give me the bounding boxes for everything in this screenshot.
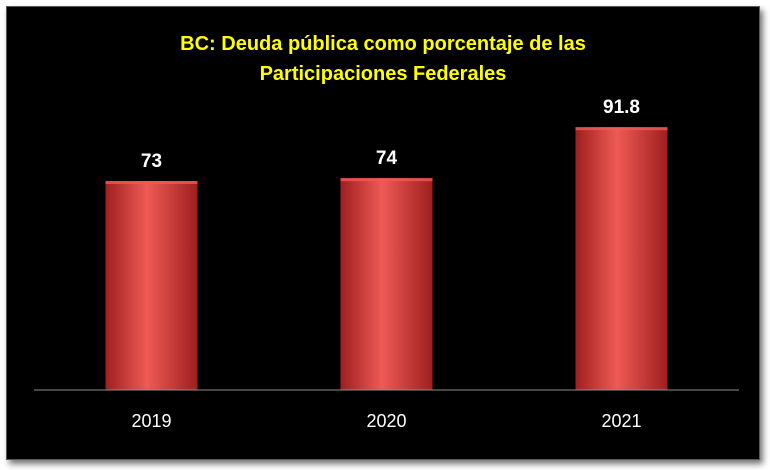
data-label-2019: 73 bbox=[141, 151, 162, 172]
bar-top-highlight-2020 bbox=[340, 178, 433, 182]
x-tick-label-2020: 2020 bbox=[366, 411, 406, 431]
bar-2020 bbox=[340, 178, 433, 390]
chart-frame: BC: Deuda pública como porcentaje de las… bbox=[6, 6, 760, 460]
labels-layer: 73 2019 74 2020 91.8 2021 bbox=[131, 97, 641, 431]
chart-title: BC: Deuda pública como porcentaje de las… bbox=[180, 33, 586, 85]
x-tick-label-2021: 2021 bbox=[601, 411, 641, 431]
bars-layer bbox=[105, 127, 668, 390]
x-tick-label-2019: 2019 bbox=[131, 411, 171, 431]
data-label-2021: 91.8 bbox=[603, 97, 640, 118]
bar-chart: 73 2019 74 2020 91.8 2021 bbox=[34, 97, 739, 431]
bar-2021 bbox=[575, 127, 668, 390]
bar-top-highlight-2019 bbox=[105, 181, 198, 184]
bar-top-highlight-2021 bbox=[575, 127, 668, 131]
bar-2019 bbox=[105, 181, 198, 390]
data-label-2020: 74 bbox=[376, 148, 398, 169]
